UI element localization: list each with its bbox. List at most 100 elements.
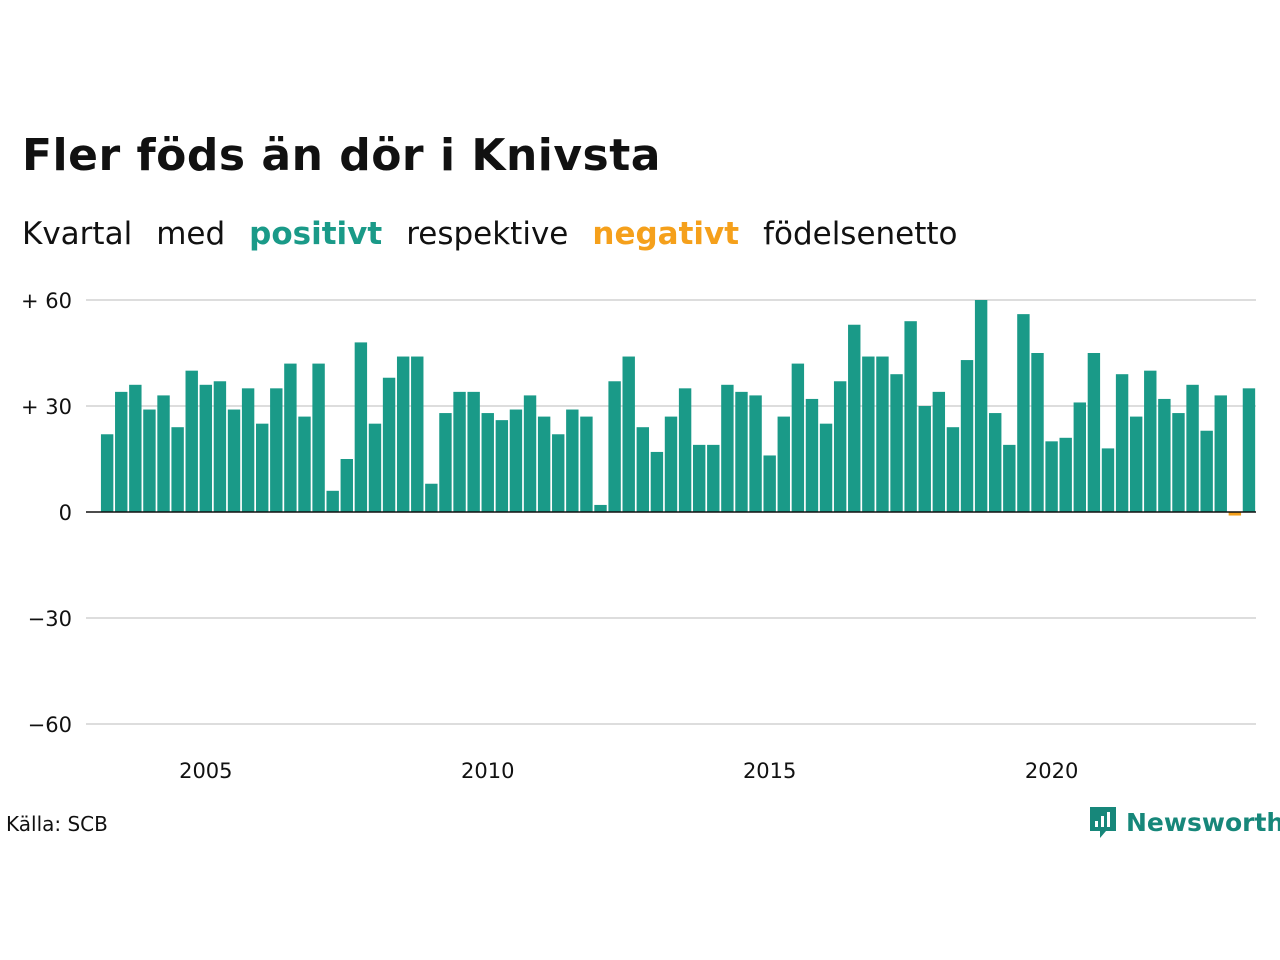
- bar: [1017, 314, 1030, 512]
- y-tick-label: 0: [59, 501, 72, 525]
- bar: [960, 360, 974, 512]
- bar: [735, 391, 748, 512]
- bar: [439, 413, 452, 512]
- bar: [664, 416, 678, 512]
- newsworthy-chart-bubble-icon: [1090, 807, 1116, 838]
- bar: [678, 388, 692, 512]
- bar: [707, 444, 720, 512]
- bar: [1059, 437, 1072, 512]
- bar: [312, 363, 325, 512]
- chart-subtitle: Kvartal med positivt respektive negativt föde…: [22, 216, 982, 252]
- bar: [270, 388, 283, 512]
- page-title: Fler föds än dör i Knivsta: [22, 130, 661, 181]
- bar: [1172, 413, 1185, 512]
- bar: [1158, 398, 1171, 512]
- bar: [284, 363, 297, 512]
- bar: [354, 342, 368, 512]
- bar: [509, 409, 523, 512]
- bar: [256, 423, 269, 512]
- bar: [791, 363, 805, 512]
- bar: [989, 413, 1002, 512]
- bar: [1129, 416, 1143, 512]
- bar: [566, 409, 579, 512]
- subtitle-negative-label: negativt: [592, 216, 740, 252]
- bar: [1214, 395, 1227, 512]
- bar: [763, 455, 776, 512]
- bar: [594, 504, 607, 512]
- bar: [932, 391, 946, 512]
- bar: [115, 391, 128, 512]
- bar: [1242, 388, 1256, 512]
- source-note: Källa: SCB: [6, 812, 108, 836]
- bar: [622, 356, 635, 512]
- newsworthy-logo[interactable]: Newsworthy: [1088, 804, 1280, 840]
- bar: [876, 356, 889, 512]
- x-tick-label: 2015: [743, 759, 796, 783]
- bar: [425, 483, 438, 512]
- bar: [241, 388, 255, 512]
- subtitle-word: Kvartal: [22, 216, 133, 252]
- bar: [1144, 370, 1157, 512]
- bar: [777, 416, 790, 512]
- bar: [636, 427, 650, 512]
- bar: [523, 395, 537, 512]
- bar: [382, 377, 396, 512]
- bar: [692, 444, 706, 512]
- bar: [918, 406, 931, 512]
- bar: [298, 416, 311, 512]
- bar: [1101, 448, 1115, 512]
- y-tick-label: −60: [28, 713, 72, 737]
- bar: [1045, 441, 1058, 512]
- bar: [848, 324, 861, 512]
- bar: [185, 370, 198, 512]
- bar: [537, 416, 551, 512]
- bar: [862, 356, 875, 512]
- bar: [411, 356, 424, 512]
- y-tick-label: + 30: [21, 395, 72, 419]
- bar: [199, 384, 213, 512]
- bar: [749, 395, 762, 512]
- bar: [721, 384, 734, 512]
- bar: [157, 395, 170, 512]
- bar: [805, 398, 819, 512]
- subtitle-word: respektive: [406, 216, 569, 252]
- bar: [1200, 430, 1213, 512]
- bar: [608, 381, 621, 512]
- bar-chart: + 60 + 30 0 −30 −60 2005 2010 2015 2020: [21, 289, 1256, 783]
- bar: [1003, 444, 1016, 512]
- brand-name: Newsworthy: [1126, 807, 1280, 837]
- bar: [396, 356, 410, 512]
- bar: [481, 413, 494, 512]
- subtitle-word: födelsenetto: [763, 216, 958, 252]
- bar: [833, 381, 847, 512]
- bar: [129, 384, 142, 512]
- bar: [326, 490, 339, 512]
- bar: [1186, 384, 1199, 512]
- bar: [974, 300, 988, 512]
- bar: [650, 451, 664, 512]
- y-tick-label: −30: [28, 607, 72, 631]
- bar: [368, 423, 382, 512]
- bar: [1073, 402, 1086, 512]
- bar: [819, 423, 833, 512]
- bar: [904, 321, 917, 512]
- bar: [580, 416, 593, 512]
- bar: [453, 391, 466, 512]
- bar: [213, 381, 227, 512]
- bar: [171, 427, 184, 512]
- bar: [100, 434, 114, 512]
- bar: [495, 420, 509, 512]
- y-tick-label: + 60: [21, 289, 72, 313]
- bar: [1115, 374, 1129, 512]
- bar: [227, 409, 241, 512]
- x-tick-label: 2010: [461, 759, 514, 783]
- x-tick-label: 2020: [1025, 759, 1078, 783]
- bar: [552, 434, 565, 512]
- bar: [1087, 353, 1101, 512]
- subtitle-positive-label: positivt: [249, 216, 383, 252]
- bar: [467, 391, 480, 512]
- bar: [890, 374, 903, 512]
- subtitle-word: med: [156, 216, 226, 252]
- bar: [946, 427, 960, 512]
- bar: [1031, 353, 1044, 512]
